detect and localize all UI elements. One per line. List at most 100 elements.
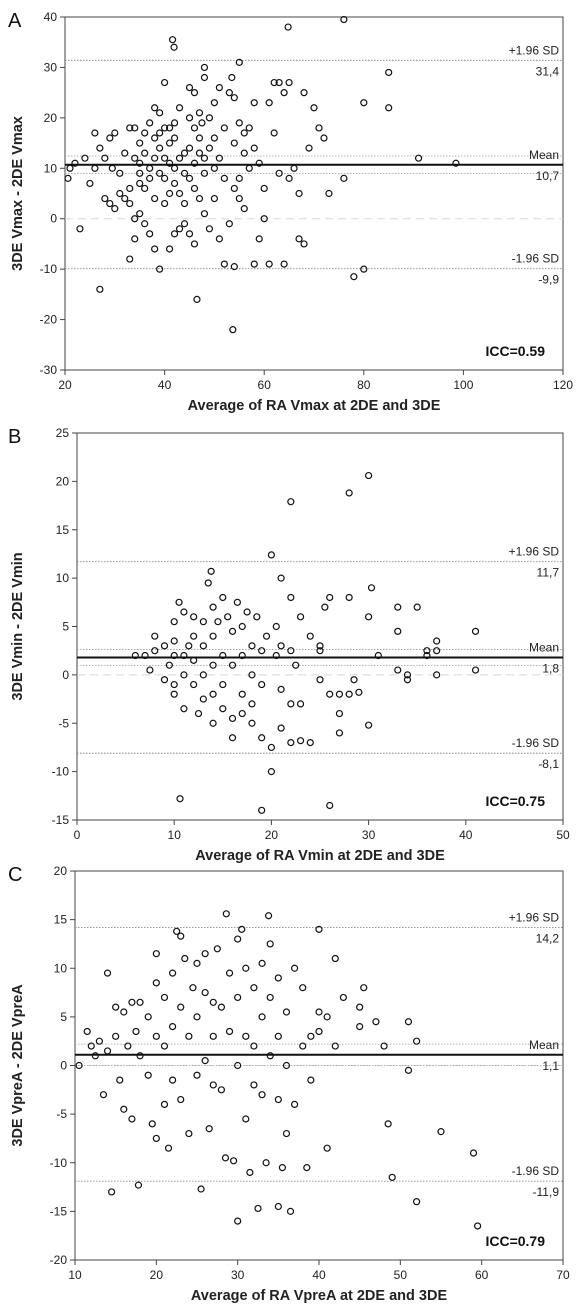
data-point (238, 690, 246, 698)
data-point (121, 149, 129, 157)
data-point (374, 651, 382, 660)
y-tick-label: 0 (60, 1059, 67, 1073)
data-point (111, 205, 119, 213)
data-point (258, 680, 266, 689)
data-point (126, 184, 134, 193)
data-point (120, 1008, 128, 1016)
plot-frame (64, 16, 564, 371)
y-tick-label: 30 (44, 60, 58, 74)
y-tick-label: 5 (62, 620, 69, 634)
data-point (380, 1042, 388, 1050)
data-point (305, 144, 313, 152)
data-point (96, 285, 104, 293)
ref-line-value: -8,1 (538, 757, 559, 771)
data-point (233, 598, 241, 606)
data-point (315, 1027, 323, 1036)
data-point (235, 174, 243, 182)
data-point (326, 593, 334, 602)
data-point (91, 1052, 99, 1060)
data-point (151, 647, 159, 655)
ref-line-label: Mean (529, 1038, 559, 1052)
data-point (345, 593, 353, 602)
data-point (238, 622, 246, 631)
data-point (200, 154, 209, 162)
data-point (248, 700, 256, 708)
data-point (360, 265, 368, 273)
data-point (200, 63, 209, 72)
data-point (116, 189, 124, 198)
data-point (128, 998, 136, 1006)
x-tick-label: 40 (158, 378, 172, 392)
data-point (230, 184, 238, 193)
data-point (185, 1129, 193, 1138)
y-tick-label: 10 (56, 571, 70, 585)
data-point (323, 1013, 331, 1021)
data-point (180, 608, 188, 616)
data-point (243, 608, 251, 616)
data-point (310, 104, 318, 112)
data-point (394, 627, 402, 635)
data-point (258, 1013, 266, 1021)
data-point (193, 1013, 201, 1021)
data-point (433, 671, 441, 679)
x-tick-label: 40 (459, 828, 473, 842)
data-point (210, 99, 218, 107)
data-point (367, 584, 376, 592)
data-point (228, 661, 237, 669)
data-point (214, 618, 222, 626)
data-point (180, 220, 189, 228)
data-point (254, 1204, 262, 1213)
data-point (193, 959, 201, 967)
data-point (222, 910, 230, 918)
data-point (215, 154, 223, 162)
data-point (146, 666, 154, 674)
data-point (209, 1032, 217, 1040)
x-tick-label: 20 (58, 378, 72, 392)
y-tick-label: 20 (56, 474, 70, 488)
data-point (103, 1047, 112, 1055)
data-point (190, 613, 198, 621)
y-tick-label: 15 (54, 913, 68, 927)
data-point (235, 58, 243, 66)
data-point (161, 78, 169, 87)
data-point (209, 661, 217, 669)
data-point (91, 129, 99, 137)
data-point (274, 1032, 282, 1040)
data-point (126, 124, 134, 132)
data-point (199, 642, 207, 650)
y-tick-label: -20 (40, 313, 58, 327)
data-point (219, 705, 227, 713)
data-point (287, 700, 295, 708)
data-point (201, 988, 209, 997)
data-point (170, 43, 178, 51)
data-point (204, 579, 212, 587)
data-point (170, 680, 178, 689)
data-point (190, 680, 198, 689)
data-point (433, 637, 441, 645)
data-point (331, 1042, 339, 1050)
data-point (170, 230, 179, 238)
data-point (185, 83, 194, 92)
data-point (267, 551, 275, 559)
data-point (200, 210, 209, 218)
y-tick-label: -10 (50, 1156, 68, 1170)
data-point (213, 945, 221, 953)
data-point (190, 656, 198, 664)
data-point (264, 912, 273, 920)
y-tick-label: 5 (60, 1010, 67, 1024)
data-point (205, 114, 214, 122)
data-point (99, 1091, 108, 1099)
x-tick-label: 70 (556, 1268, 570, 1282)
data-point (295, 189, 303, 198)
data-point (193, 1071, 201, 1079)
y-axis-title: 3DE VpreA - 2DE VpreA (10, 984, 26, 1147)
data-point (103, 969, 112, 977)
data-point (280, 260, 288, 268)
data-point (315, 925, 323, 933)
data-point (287, 498, 295, 506)
data-point (156, 169, 164, 177)
data-point (291, 964, 299, 972)
data-point (131, 235, 139, 243)
data-point (265, 99, 273, 107)
data-point (258, 959, 266, 967)
